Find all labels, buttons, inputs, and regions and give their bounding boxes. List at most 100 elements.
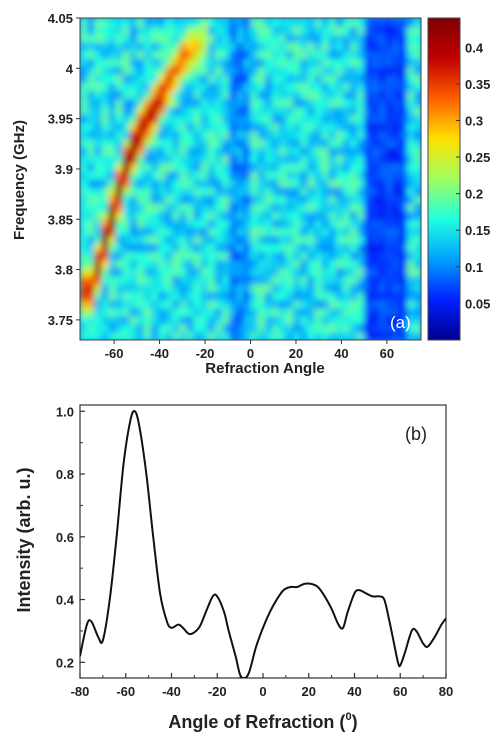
heatmap-cell xyxy=(250,106,259,116)
heatmap-cell xyxy=(143,267,152,277)
line-panel-label: (b) xyxy=(405,424,427,444)
heatmap-cell xyxy=(314,82,323,92)
heatmap-cell xyxy=(257,331,266,340)
heatmap-cell xyxy=(129,26,138,35)
heatmap-cell xyxy=(293,243,301,253)
heatmap-cell xyxy=(264,34,273,43)
heatmap-cell xyxy=(243,299,252,309)
heatmap-cell xyxy=(115,211,124,220)
heatmap-cell xyxy=(87,162,95,172)
heatmap-cell xyxy=(342,26,351,35)
heatmap-cell xyxy=(229,259,237,269)
heatmap-cell xyxy=(186,130,195,140)
heatmap-cell xyxy=(101,179,110,188)
heatmap-cell xyxy=(250,259,259,269)
heatmap-cell xyxy=(378,162,387,172)
line-y-tick-label: 0.2 xyxy=(56,655,74,670)
heatmap-cell xyxy=(143,227,152,236)
heatmap-cell xyxy=(321,26,330,35)
heatmap-panel: -60 -40 -20 0 20 40 60 3.753.83.853.93.9544.05… xyxy=(11,11,490,377)
line-x-tick-label: -60 xyxy=(116,684,135,699)
heatmap-cell xyxy=(349,251,358,261)
heatmap-cell xyxy=(94,122,102,132)
heatmap-cell xyxy=(80,122,88,132)
heatmap-cell xyxy=(271,211,280,220)
heatmap-cell xyxy=(406,219,415,228)
heatmap-cell xyxy=(222,58,230,67)
heatmap-cell xyxy=(349,154,358,164)
heatmap-cell xyxy=(349,138,358,148)
heatmap-cell xyxy=(207,130,216,140)
heatmap-cell xyxy=(342,195,351,204)
heatmap-cell xyxy=(321,243,330,253)
heatmap-cell xyxy=(122,267,131,277)
heatmap-cell xyxy=(108,227,117,236)
heatmap-cell xyxy=(378,243,387,253)
heatmap-cell xyxy=(80,195,88,204)
heatmap-cell xyxy=(207,179,216,188)
heatmap-cell xyxy=(271,187,280,196)
heatmap-cell xyxy=(378,299,387,309)
heatmap-cell xyxy=(364,291,372,301)
heatmap-cell xyxy=(307,267,316,277)
heatmap-cell xyxy=(392,82,401,92)
heatmap-cell xyxy=(172,267,181,277)
heatmap-cell xyxy=(257,307,266,317)
heatmap-cell xyxy=(158,195,166,204)
heatmap-cell xyxy=(136,331,145,340)
heatmap-cell xyxy=(193,154,202,164)
heatmap-cell xyxy=(129,74,138,83)
heatmap-cell xyxy=(371,90,379,100)
heatmap-cell xyxy=(129,275,138,285)
heatmap-cell xyxy=(179,18,188,27)
heatmap-cell xyxy=(115,74,124,83)
heatmap-cell xyxy=(200,307,209,317)
heatmap-cell xyxy=(222,243,230,253)
heatmap-cell xyxy=(314,227,323,236)
heatmap-cell xyxy=(236,50,244,59)
heatmap-cell xyxy=(413,315,421,325)
heatmap-cell xyxy=(335,267,344,277)
heatmap-cell xyxy=(122,146,131,156)
heatmap-cell xyxy=(236,82,244,92)
heatmap-cell xyxy=(136,34,145,43)
heatmap-cell xyxy=(151,74,159,83)
heatmap-cell xyxy=(399,267,408,277)
heatmap-cell xyxy=(314,98,323,108)
heatmap-cell xyxy=(378,26,387,35)
heatmap-cell xyxy=(136,299,145,309)
heatmap-cell xyxy=(229,179,237,188)
heatmap-cell xyxy=(342,170,351,180)
heatmap-cell xyxy=(385,154,394,164)
heatmap-cell xyxy=(307,179,316,188)
heatmap-cell xyxy=(94,283,102,293)
heatmap-cell xyxy=(335,34,344,43)
heatmap-cell xyxy=(278,98,287,108)
heatmap-cell xyxy=(143,179,152,188)
heatmap-cell xyxy=(399,162,408,172)
heatmap-cell xyxy=(158,98,166,108)
heatmap-cell xyxy=(115,259,124,269)
heatmap-cell xyxy=(186,58,195,67)
line-y-axis-title: Intensity (arb. u.) xyxy=(14,467,34,612)
heatmap-cell xyxy=(229,251,237,261)
heatmap-cell xyxy=(94,307,102,317)
heatmap-cell xyxy=(257,98,266,108)
heatmap-cell xyxy=(406,58,415,67)
heatmap-cell xyxy=(321,195,330,204)
heatmap-cell xyxy=(378,42,387,51)
heatmap-cell xyxy=(94,259,102,269)
heatmap-cell xyxy=(179,179,188,188)
heatmap-cell xyxy=(143,106,152,116)
heatmap-cell xyxy=(115,187,124,196)
heatmap-cell xyxy=(413,235,421,244)
heatmap-cell xyxy=(300,243,308,253)
line-x-axis-title-end: ) xyxy=(352,712,358,732)
heatmap-cell xyxy=(158,114,166,124)
heatmap-cell xyxy=(80,58,88,67)
heatmap-cell xyxy=(229,211,237,220)
heatmap-cell xyxy=(293,203,301,212)
heatmap-cell xyxy=(80,251,88,261)
heatmap-cell xyxy=(158,50,166,59)
heatmap-cell xyxy=(222,267,230,277)
